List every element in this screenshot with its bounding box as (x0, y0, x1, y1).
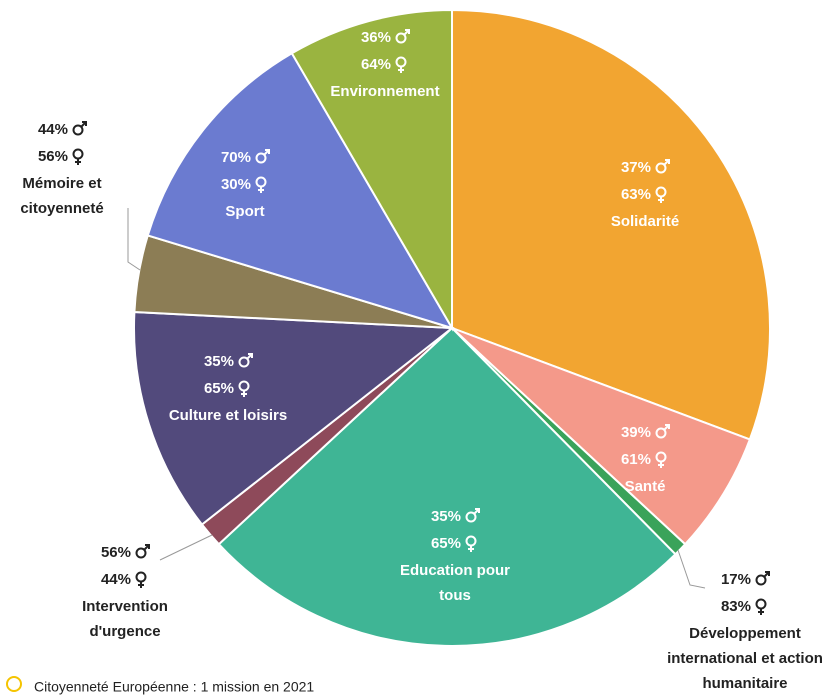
slices (133, 8, 771, 647)
male-icon (238, 353, 253, 368)
slice-label: Intervention (82, 598, 168, 615)
male-icon (655, 159, 670, 174)
female-share: 64% (361, 56, 391, 73)
slice-label: Mémoire et (22, 175, 101, 192)
icon-cross (75, 159, 81, 165)
leader-line (677, 549, 706, 589)
female-icon (255, 176, 267, 193)
slice (451, 327, 752, 546)
female-icon (135, 571, 147, 588)
female-share: 30% (221, 176, 251, 193)
male-share: 39% (621, 424, 651, 441)
male-share: 44% (38, 121, 68, 138)
icon-arrow (473, 508, 480, 515)
icon-cross (258, 187, 264, 193)
male-share: 35% (204, 353, 234, 370)
footer: Citoyenneté Européenne : 1 mission en 20… (34, 679, 314, 695)
male-icon (655, 424, 670, 439)
icon-cross (468, 546, 474, 552)
icon-ring (72, 148, 84, 160)
slice (290, 8, 453, 332)
female-icon (238, 380, 250, 397)
icon-arrow (263, 149, 270, 156)
slice (451, 8, 771, 441)
female-share: 56% (38, 148, 68, 165)
slice-label: Solidarité (611, 213, 679, 230)
slice-label: Santé (625, 478, 666, 495)
icon-ring (395, 32, 407, 44)
icon-ring (755, 574, 767, 586)
icon-arrow (143, 544, 150, 551)
icon-arrow (246, 353, 253, 360)
slice (146, 51, 455, 330)
icon-ring (72, 124, 84, 136)
slice-label: d'urgence (89, 623, 160, 640)
icon-ring (238, 356, 250, 368)
slice-label: humanitaire (702, 675, 787, 692)
female-icon (465, 535, 477, 552)
sun-icon (6, 676, 22, 692)
icon-arrow (80, 121, 87, 128)
icon-arrow (763, 571, 770, 578)
icon-ring (655, 162, 667, 174)
slice-label: citoyenneté (20, 200, 103, 217)
icon-cross (658, 462, 664, 468)
slice (217, 326, 677, 647)
male-icon (72, 121, 87, 136)
icon-ring (135, 547, 147, 559)
male-share: 56% (101, 544, 131, 561)
slice-label: Développement (689, 625, 801, 642)
male-share: 17% (721, 571, 751, 588)
icon-ring (755, 598, 767, 610)
icon-arrow (403, 29, 410, 36)
slice (133, 310, 455, 526)
icon-ring (465, 535, 477, 547)
icon-arrow (663, 424, 670, 431)
leader-line (159, 534, 213, 561)
male-icon (135, 544, 150, 559)
female-icon (755, 598, 767, 615)
icon-ring (255, 176, 267, 188)
slice-label: Sport (225, 203, 264, 220)
icon-arrow (663, 159, 670, 166)
slice-label: Culture et loisirs (169, 407, 287, 424)
icon-cross (758, 609, 764, 615)
icon-ring (255, 152, 267, 164)
female-share: 44% (101, 571, 131, 588)
icon-ring (395, 56, 407, 68)
icon-ring (655, 186, 667, 198)
icon-ring (655, 427, 667, 439)
icon-cross (658, 197, 664, 203)
icon-cross (398, 67, 404, 73)
icon-cross (241, 391, 247, 397)
male-share: 70% (221, 149, 251, 166)
male-share: 37% (621, 159, 651, 176)
slice-label: Environnement (330, 83, 439, 100)
male-icon (255, 149, 270, 164)
female-share: 63% (621, 186, 651, 203)
slice-label: tous (439, 587, 471, 604)
female-share: 65% (204, 380, 234, 397)
icon-ring (135, 571, 147, 583)
icon-ring (465, 511, 477, 523)
male-share: 36% (361, 29, 391, 46)
male-icon (395, 29, 410, 44)
leader-line (127, 208, 141, 271)
slice-label: Education pour (400, 562, 510, 579)
icon-ring (238, 380, 250, 392)
male-icon (755, 571, 770, 586)
female-icon (655, 451, 667, 468)
slice-label: international et action (667, 650, 823, 667)
icon-ring (655, 451, 667, 463)
female-share: 61% (621, 451, 651, 468)
female-share: 65% (431, 535, 461, 552)
male-share: 35% (431, 508, 461, 525)
female-share: 83% (721, 598, 751, 615)
female-icon (72, 148, 84, 165)
male-icon (465, 508, 480, 523)
female-icon (395, 56, 407, 73)
icon-cross (138, 582, 144, 588)
female-icon (655, 186, 667, 203)
